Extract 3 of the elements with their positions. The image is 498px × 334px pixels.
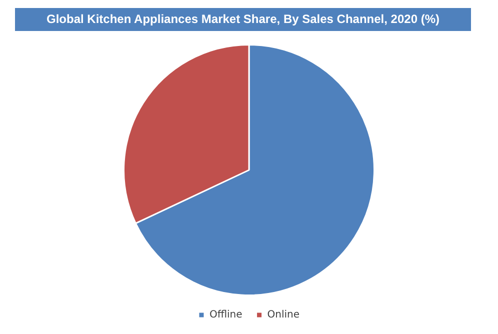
chart-title: Global Kitchen Appliances Market Share, By Sales Channel, 2020 (%): [15, 8, 471, 31]
legend-label: Online: [267, 310, 300, 321]
legend-label: Offline: [209, 310, 242, 321]
